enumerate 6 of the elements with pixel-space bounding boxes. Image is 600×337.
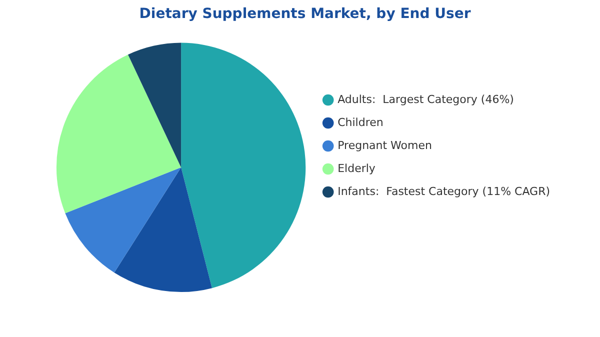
legend-label: Children: [338, 116, 384, 129]
chart-title: Dietary Supplements Market, by End User: [139, 6, 471, 22]
legend-label: Infants: Fastest Category (11% CAGR): [338, 184, 550, 198]
legend-label: Elderly: [338, 162, 376, 175]
legend-label: Pregnant Women: [338, 138, 432, 152]
legend-label: Adults: Largest Category (46%): [338, 92, 514, 106]
